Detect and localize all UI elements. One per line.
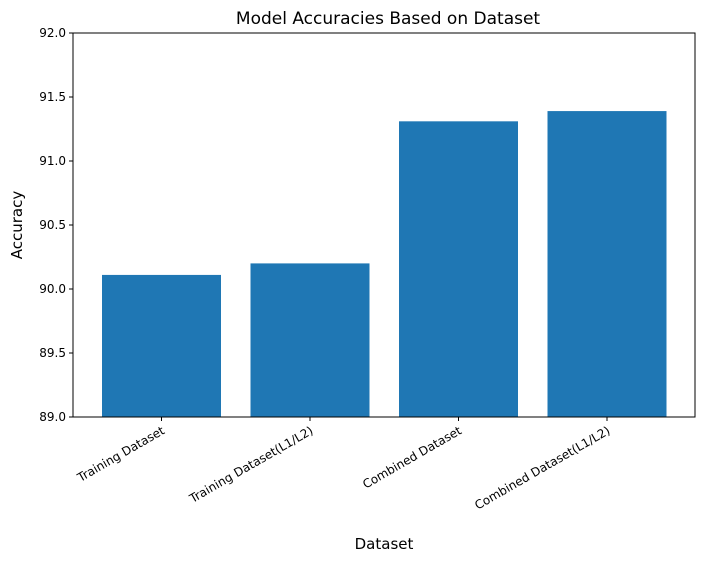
y-tick-label: 89.0 [39,410,66,424]
y-tick-label: 91.0 [39,154,66,168]
x-axis-title: Dataset [355,535,414,553]
x-tick-label: Combined Dataset(L1/L2) [472,423,612,512]
bar-2 [250,263,370,417]
y-axis-title: Accuracy [8,191,26,260]
x-axis: Training Dataset Training Dataset(L1/L2) C… [74,417,613,513]
y-tick-label: 89.5 [39,346,66,360]
bar-3 [399,121,518,417]
bar-1 [102,274,221,417]
y-tick-label: 90.0 [39,282,66,296]
x-tick-label: Training Dataset(L1/L2) [186,423,315,506]
chart-title: Model Accuracies Based on Dataset [236,9,541,29]
x-tick-label: Combined Dataset [360,423,464,491]
y-tick-label: 91.5 [39,90,66,104]
y-tick-label: 90.5 [39,218,66,232]
bar-4 [547,111,667,417]
y-axis: 89.0 89.5 90.0 90.5 91.0 91.5 92.0 [39,26,73,424]
y-tick-label: 92.0 [39,26,66,40]
bars-group [102,111,667,417]
x-tick-label: Training Dataset [74,423,167,485]
